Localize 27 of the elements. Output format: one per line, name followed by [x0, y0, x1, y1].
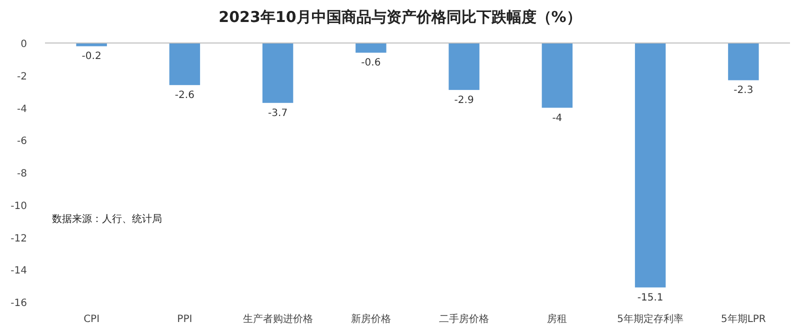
y-tick-label: -4	[17, 104, 27, 115]
data-label: -2.3	[734, 85, 754, 96]
data-label: -0.6	[361, 58, 381, 69]
x-tick-label: 新房价格	[350, 313, 391, 325]
x-tick-label: 生产者购进价格	[242, 313, 313, 325]
data-label: -15.1	[637, 292, 664, 304]
chart-title: 2023年10月中国商品与资产价格同比下跌幅度（%）	[218, 8, 582, 26]
y-tick-label: -16	[10, 298, 27, 309]
y-tick-label: -14	[10, 266, 27, 277]
y-tick-label: -10	[10, 200, 27, 212]
x-tick-label: 房租	[547, 313, 568, 325]
annotation: 数据来源：人行、统计局	[52, 213, 162, 225]
y-tick-label: -2	[17, 71, 27, 82]
data-label: -3.7	[268, 108, 288, 119]
data-label: -4	[552, 112, 562, 124]
x-tick-label: 5年期LPR	[720, 313, 766, 325]
y-tick-label: 0	[20, 39, 27, 50]
x-tick-label: 二手房价格	[439, 313, 490, 325]
data-label: -2.9	[454, 94, 474, 106]
x-tick-label: PPI	[177, 314, 192, 325]
data-label: -0.2	[82, 51, 102, 62]
y-tick-label: -12	[10, 233, 27, 244]
x-tick-label: CPI	[84, 314, 100, 325]
y-tick-label: -8	[17, 168, 27, 180]
x-tick-label: 5年期定存利率	[617, 313, 684, 325]
data-label: -2.6	[174, 90, 194, 102]
y-tick-label: -6	[17, 136, 27, 148]
